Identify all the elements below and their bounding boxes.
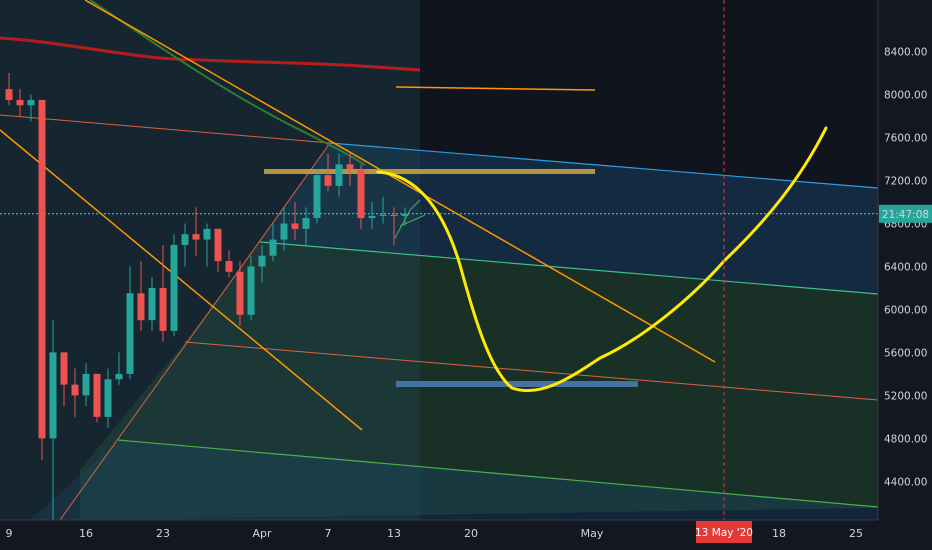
candle-body	[247, 266, 255, 315]
candle-body	[269, 239, 277, 256]
trendline-orange-1	[84, 0, 716, 363]
moving-average-red	[0, 36, 421, 72]
projection-curve-yellow	[376, 126, 828, 393]
y-tick-label: 8400.00	[884, 47, 927, 59]
channel-drawings	[0, 0, 878, 520]
candle-body	[115, 373, 123, 380]
channel-line-mid	[259, 241, 878, 295]
current-price-label: 21:47:08	[882, 209, 929, 221]
candle-body	[49, 352, 57, 439]
candles-group	[5, 73, 409, 520]
channel-band-lower	[30, 440, 878, 520]
candle-body	[159, 287, 167, 331]
channel-band-upper	[260, 143, 878, 294]
candle-body	[60, 352, 68, 385]
y-tick-label: 6400.00	[884, 261, 927, 273]
x-tick-label: 9	[6, 527, 13, 540]
candle-body	[104, 379, 112, 417]
candle-body	[368, 215, 376, 219]
y-tick-label: 5200.00	[884, 390, 927, 402]
x-tick-label: 7	[325, 527, 332, 540]
candle-body	[335, 164, 343, 186]
y-tick-label: 4400.00	[884, 476, 927, 488]
candle-body	[379, 214, 387, 216]
y-tick-label: 5600.00	[884, 347, 927, 359]
date-marker-flag: 13 May '20	[695, 521, 753, 543]
projection-zone	[420, 0, 878, 520]
x-tick-label: 13	[387, 527, 401, 540]
red-thin-trend	[0, 114, 331, 144]
sketch-green	[394, 199, 426, 239]
candle-body	[313, 175, 321, 219]
candle-body	[181, 234, 189, 245]
candle-body	[192, 234, 200, 240]
x-tick-label: 20	[464, 527, 478, 540]
x-tick-label: 16	[79, 527, 93, 540]
candle-body	[390, 214, 398, 216]
trendline-orange-3	[395, 86, 596, 91]
candle-body	[291, 223, 299, 229]
x-tick-label: 25	[849, 527, 863, 540]
candle-body	[82, 373, 90, 396]
history-band	[0, 0, 420, 520]
y-tick-label: 8000.00	[884, 90, 927, 102]
candle-body	[401, 213, 409, 216]
candle-body	[203, 228, 211, 240]
y-tick-label: 7600.00	[884, 133, 927, 145]
channel-diagonal-left	[59, 142, 331, 520]
resistance-zone	[264, 169, 595, 174]
candle-body	[71, 384, 79, 396]
candle-body	[126, 293, 134, 374]
candle-body	[16, 99, 24, 106]
y-tick-label: 4800.00	[884, 433, 927, 445]
date-marker-label: 13 May '20	[695, 527, 753, 539]
candle-body	[280, 223, 288, 240]
x-tick-label: 18	[772, 527, 786, 540]
trendline-orange-2	[0, 129, 363, 431]
candle-body	[225, 261, 233, 272]
candle-body	[302, 218, 310, 229]
candle-body	[170, 244, 178, 331]
x-tick-label: May	[581, 527, 604, 540]
candle-body	[346, 164, 354, 170]
moving-average-green	[89, 0, 366, 166]
candle-body	[236, 271, 244, 315]
channel-line-low	[184, 341, 878, 401]
y-tick-label: 6000.00	[884, 304, 927, 316]
candle-body	[5, 89, 13, 100]
support-zone	[396, 381, 638, 387]
candle-body	[93, 373, 101, 417]
candle-body	[258, 255, 266, 267]
candle-body	[148, 287, 156, 321]
channel-line-bottom	[117, 439, 878, 508]
channel-line-top	[329, 142, 878, 189]
candle-body	[324, 175, 332, 186]
candle-body	[214, 228, 222, 262]
x-tick-label: 23	[156, 527, 170, 540]
current-price-badge: 21:47:08	[879, 204, 932, 223]
candle-body	[38, 99, 46, 439]
y-tick-label: 7200.00	[884, 175, 927, 187]
candle-body	[137, 293, 145, 321]
time-axis[interactable]: 9 16 23 Apr 7 13 20 May 18 25	[6, 527, 864, 540]
candle-body	[27, 99, 35, 106]
candle-body	[357, 169, 365, 219]
x-tick-label: Apr	[252, 527, 272, 540]
